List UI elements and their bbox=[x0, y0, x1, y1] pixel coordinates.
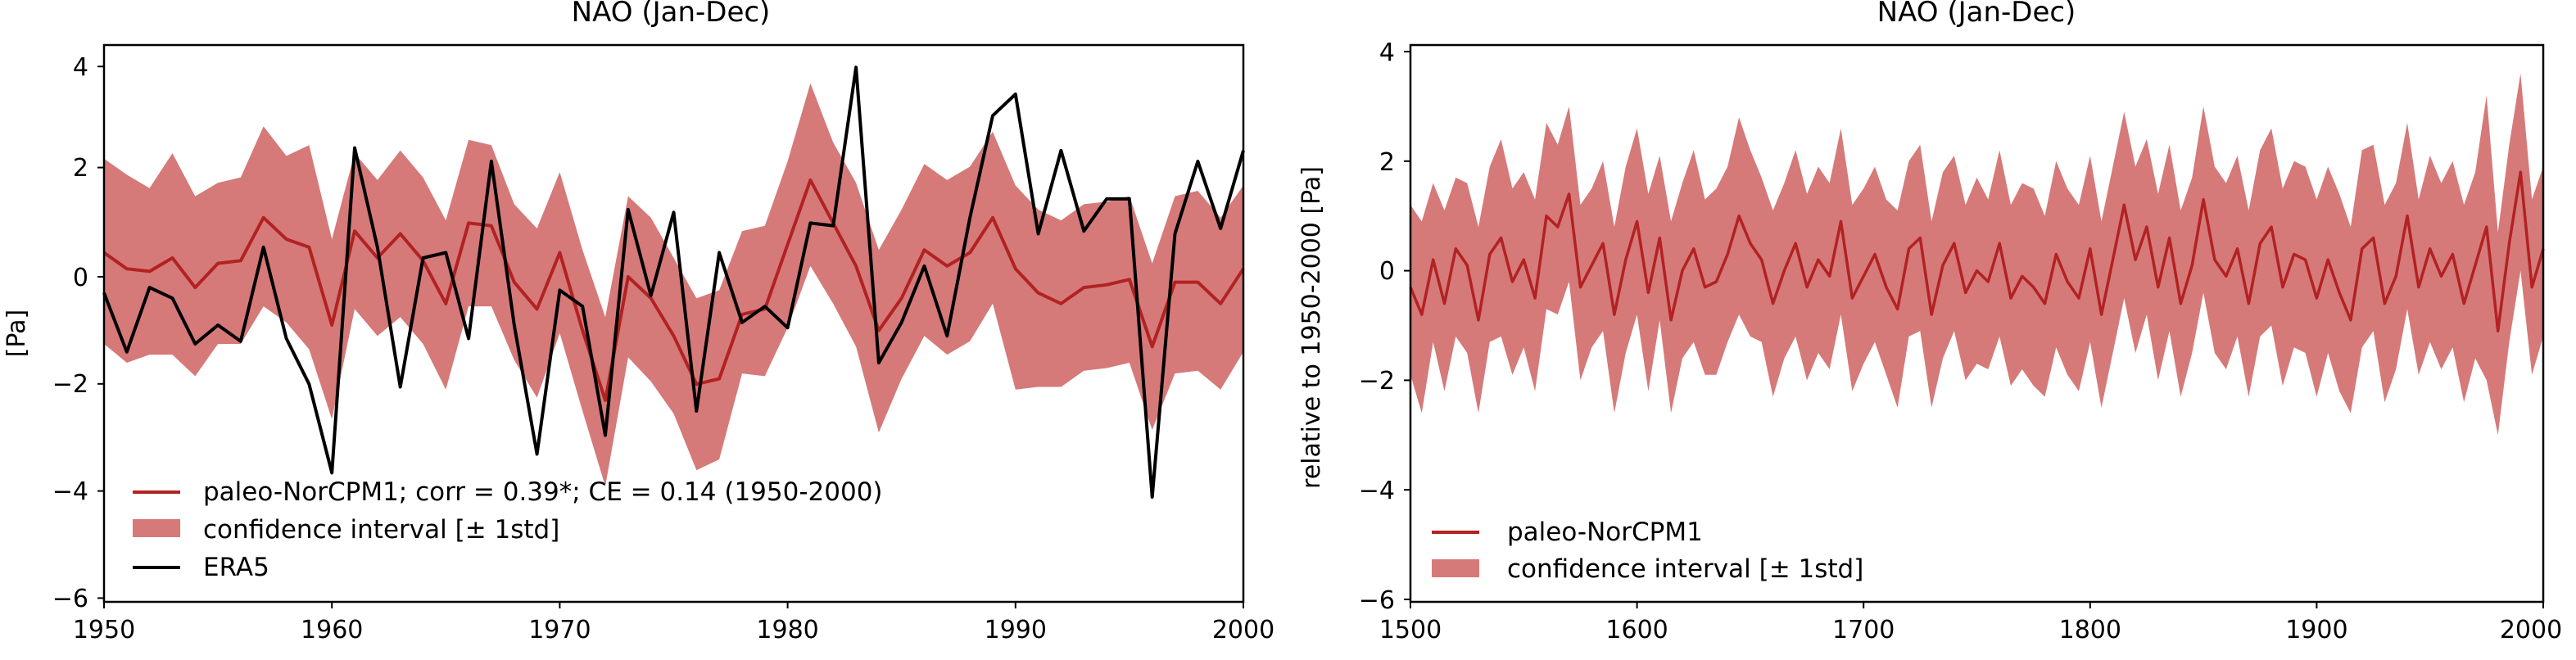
left-x-tick-label: 1990 bbox=[985, 616, 1047, 644]
right-y-tick-label: −2 bbox=[1359, 367, 1395, 396]
right-x-tick-label: 1900 bbox=[2285, 616, 2347, 644]
left-y-tick-label: −4 bbox=[52, 477, 88, 506]
left-x-tick-label: 1950 bbox=[73, 616, 135, 644]
right-y-ticks: 4 2 0 −2 −4 −6 bbox=[1359, 38, 1410, 615]
right-y-tick-label: 4 bbox=[1379, 38, 1395, 67]
right-paleo-norcpm1-line bbox=[1409, 170, 2545, 332]
right-confidence-band bbox=[1410, 73, 2543, 436]
left-legend-era5-label: ERA5 bbox=[203, 553, 269, 582]
right-axes-frame bbox=[1409, 43, 2545, 603]
right-x-tick-label: 2000 bbox=[2500, 616, 2562, 644]
left-legend-band-label: confidence interval [± 1std] bbox=[203, 515, 559, 545]
left-chart-title: NAO (Jan-Dec) bbox=[572, 0, 771, 29]
left-y-tick-label: 4 bbox=[73, 53, 88, 82]
right-x-tick-label: 1800 bbox=[2059, 616, 2121, 644]
right-y-tick-label: −6 bbox=[1359, 586, 1395, 615]
left-y-tick-label: −2 bbox=[52, 370, 88, 399]
left-axes-frame bbox=[102, 43, 1245, 603]
right-panel: NAO (Jan-Dec) relative to 1950-2000 [Pa]… bbox=[1297, 0, 2562, 644]
right-y-tick-label: 0 bbox=[1379, 257, 1395, 286]
right-plot-area bbox=[1409, 73, 2545, 436]
left-y-tick-label: −6 bbox=[52, 585, 88, 613]
left-x-tick-label: 1970 bbox=[528, 616, 591, 644]
left-y-tick-label: 0 bbox=[73, 264, 88, 292]
left-y-tick-label: 2 bbox=[73, 154, 88, 183]
left-x-tick-label: 2000 bbox=[1212, 616, 1274, 644]
left-plot-area bbox=[102, 66, 1245, 499]
right-y-axis-label: relative to 1950-2000 [Pa] bbox=[1297, 166, 1326, 489]
left-y-ticks: 4 2 0 −2 −4 −6 bbox=[52, 53, 104, 613]
right-legend-model-label: paleo-NorCPM1 bbox=[1507, 518, 1703, 547]
left-y-axis-label: [Pa] bbox=[2, 310, 31, 358]
right-x-tick-label: 1700 bbox=[1832, 616, 1895, 644]
left-legend-band-swatch bbox=[133, 519, 180, 537]
left-panel: NAO (Jan-Dec) [Pa] 4 2 0 −2 −4 −6 1950 bbox=[2, 0, 1274, 644]
left-x-ticks: 1950 1960 1970 1980 1990 2000 bbox=[73, 602, 1274, 644]
left-paleo-norcpm1-line bbox=[102, 178, 1245, 402]
right-chart-title: NAO (Jan-Dec) bbox=[1877, 0, 2076, 29]
right-x-tick-label: 1500 bbox=[1379, 616, 1442, 644]
left-legend-model-label: paleo-NorCPM1; corr = 0.39*; CE = 0.14 (… bbox=[203, 477, 883, 507]
right-y-tick-label: 2 bbox=[1379, 148, 1395, 177]
right-legend-band-swatch bbox=[1432, 559, 1479, 577]
right-legend-band-label: confidence interval [± 1std] bbox=[1507, 554, 1863, 584]
left-x-tick-label: 1960 bbox=[301, 616, 363, 644]
right-y-tick-label: −4 bbox=[1359, 477, 1395, 505]
left-era5-line bbox=[102, 66, 1245, 499]
right-x-tick-label: 1600 bbox=[1605, 616, 1668, 644]
right-x-ticks: 1500 1600 1700 1800 1900 2000 bbox=[1379, 602, 2562, 644]
left-x-tick-label: 1980 bbox=[756, 616, 818, 644]
left-legend: paleo-NorCPM1; corr = 0.39*; CE = 0.14 (… bbox=[133, 477, 883, 582]
right-legend: paleo-NorCPM1 confidence interval [± 1st… bbox=[1432, 518, 1863, 584]
left-confidence-band bbox=[104, 83, 1243, 486]
